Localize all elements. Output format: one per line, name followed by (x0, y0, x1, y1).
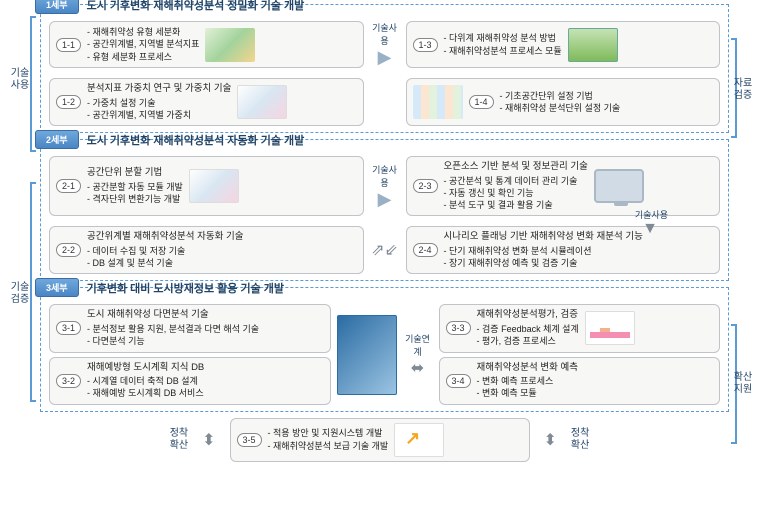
card-2-2-num: 2-2 (56, 243, 81, 257)
section-3-row-1: 3-1 도시 재해취약성 다면분석 기술 - 분석정보 활용 지원, 분석결과 … (49, 304, 720, 404)
section-1-title: 도시 기후변화 재해취약성분석 정밀화 기술 개발 (87, 0, 305, 13)
section-2-badge: 2세부 (35, 130, 79, 149)
section-3-badge: 3세부 (35, 278, 79, 297)
card-2-2-text: 공간위계별 재해취약성분석 자동화 기술 - 데이터 수집 및 저장 기술 - … (87, 231, 244, 269)
card-3-5: 3-5 - 적용 방안 및 지원시스템 개발 - 재해취약성분석 보급 기술 개… (230, 418, 530, 462)
side-label-spread: 확산 지원 (731, 372, 755, 396)
footer-left-label: 정착 확산 (170, 428, 188, 452)
card-3-1: 3-1 도시 재해취약성 다면분석 기술 - 분석정보 활용 지원, 분석결과 … (49, 304, 331, 352)
card-2-3-thumb (594, 169, 644, 203)
arrow-2-down: ▼ (642, 220, 658, 238)
card-3-4: 3-4 재해취약성분석 변화 예측 - 변화 예측 프로세스 - 변화 예측 모… (439, 357, 721, 405)
side-label-tech-verify: 기술 검증 (8, 282, 32, 306)
card-2-4: 2-4 시나리오 플래닝 기반 재해취약성 변화 재분석 기능 - 단기 재해취… (406, 226, 721, 274)
card-3-3-num: 3-3 (446, 321, 471, 335)
card-2-3-num: 2-3 (413, 179, 438, 193)
card-1-3-text: - 다위계 재해취약성 분석 방법 - 재해취약성분석 프로세스 모듈 (444, 32, 562, 56)
section-2-row-2: 2-2 공간위계별 재해취약성분석 자동화 기술 - 데이터 수집 및 저장 기… (49, 226, 720, 274)
section-1-row-1: 1-1 - 재해취약성 유형 세분화 - 공간위계별, 지역별 분석지표 - 유… (49, 21, 720, 68)
arrow-1-right: 기술사용 ▶ (370, 21, 400, 68)
card-3-5-text: - 적용 방안 및 지원시스템 개발 - 재해취약성분석 보급 기술 개발 (268, 427, 389, 451)
card-1-1-thumb (205, 28, 255, 62)
section-2: 2세부 도시 기후변화 재해취약성분석 자동화 기술 개발 2-1 공간단위 분… (40, 139, 729, 281)
card-1-1-text: - 재해취약성 유형 세분화 - 공간위계별, 지역별 분석지표 - 유형 세분… (87, 26, 199, 62)
side-label-tech-use: 기술 사용 (8, 68, 32, 92)
card-1-2: 1-2 분석지표 가중치 연구 및 가중치 기술 - 가중치 설정 기술 - 공… (49, 78, 364, 126)
side-label-data-verify: 자료 검증 (731, 78, 755, 102)
section-2-row-1: 2-1 공간단위 분할 기법 - 공간분할 자동 모듈 개발 - 격자단위 변환… (49, 156, 720, 216)
footer-arrow-left: ⬍ (202, 430, 215, 450)
card-3-2-text: 재해예방형 도시계획 지식 DB - 시계열 데이터 축적 DB 설계 - 재해… (87, 362, 204, 400)
arrow-3-link: 기술연계 ⬌ (403, 304, 433, 404)
card-3-1-num: 3-1 (56, 321, 81, 335)
card-3-4-text: 재해취약성분석 변화 예측 - 변화 예측 프로세스 - 변화 예측 모듈 (477, 362, 578, 400)
card-3-3: 3-3 재해취약성분석평가, 검증 - 검증 Feedback 체계 설계 - … (439, 304, 721, 352)
card-1-1-num: 1-1 (56, 38, 81, 52)
card-1-2-num: 1-2 (56, 95, 81, 109)
section-3: 3세부 기후변화 대비 도시방재정보 활용 기술 개발 3-1 도시 재해취약성… (40, 287, 729, 411)
card-1-4-num: 1-4 (469, 95, 494, 109)
section-1-row-2: 1-2 분석지표 가중치 연구 및 가중치 기술 - 가중치 설정 기술 - 공… (49, 78, 720, 126)
card-1-2-text: 분석지표 가중치 연구 및 가중치 기술 - 가중치 설정 기술 - 공간위계별… (87, 83, 231, 121)
card-3-3-text: 재해취약성분석평가, 검증 - 검증 Feedback 체계 설계 - 평가, … (477, 309, 579, 347)
card-1-4-text: - 기초공간단위 설정 기법 - 재해취약성 분석단위 설정 기술 (500, 90, 621, 114)
section-1-badge: 1세부 (35, 0, 79, 14)
card-2-3: 2-3 오픈소스 기반 분석 및 정보관리 기술 - 공간분석 및 통계 데이터… (406, 156, 721, 216)
card-2-4-num: 2-4 (413, 243, 438, 257)
card-2-2: 2-2 공간위계별 재해취약성분석 자동화 기술 - 데이터 수집 및 저장 기… (49, 226, 364, 274)
section-2-header: 2세부 도시 기후변화 재해취약성분석 자동화 기술 개발 (35, 130, 304, 149)
section-2-title: 도시 기후변화 재해취약성분석 자동화 기술 개발 (87, 132, 305, 148)
footer-right-label: 정착 확산 (571, 428, 589, 452)
card-1-2-thumb (237, 85, 287, 119)
footer-row: 정착 확산 ⬍ 3-5 - 적용 방안 및 지원시스템 개발 - 재해취약성분석… (40, 418, 719, 462)
card-1-1: 1-1 - 재해취약성 유형 세분화 - 공간위계별, 지역별 분석지표 - 유… (49, 21, 364, 68)
card-2-1-text: 공간단위 분할 기법 - 공간분할 자동 모듈 개발 - 격자단위 변환기능 개… (87, 167, 183, 205)
card-3-2: 3-2 재해예방형 도시계획 지식 DB - 시계열 데이터 축적 DB 설계 … (49, 357, 331, 405)
card-3-5-thumb (394, 423, 444, 457)
card-1-3: 1-3 - 다위계 재해취약성 분석 방법 - 재해취약성분석 프로세스 모듈 (406, 21, 721, 68)
card-2-1: 2-1 공간단위 분할 기법 - 공간분할 자동 모듈 개발 - 격자단위 변환… (49, 156, 364, 216)
card-1-4-thumb (413, 85, 463, 119)
arrow-2-cross: ⇗⇙ (370, 226, 400, 274)
spacer-1 (370, 78, 400, 126)
card-3-2-num: 3-2 (56, 374, 81, 388)
card-2-3-text: 오픈소스 기반 분석 및 정보관리 기술 - 공간분석 및 통계 데이터 관리 … (444, 161, 588, 211)
card-1-3-num: 1-3 (413, 38, 438, 52)
card-2-1-num: 2-1 (56, 179, 81, 193)
card-1-4: 1-4 - 기초공간단위 설정 기법 - 재해취약성 분석단위 설정 기술 (406, 78, 721, 126)
card-1-3-thumb (568, 28, 618, 62)
section-3-header: 3세부 기후변화 대비 도시방재정보 활용 기술 개발 (35, 278, 284, 297)
section-1-header: 1세부 도시 기후변화 재해취약성분석 정밀화 기술 개발 (35, 0, 304, 14)
card-2-4-text: 시나리오 플래닝 기반 재해취약성 변화 재분석 기능 - 단기 재해취약성 변… (444, 231, 643, 269)
card-2-1-thumb (189, 169, 239, 203)
footer-arrow-right: ⬍ (544, 430, 557, 450)
card-3-4-num: 3-4 (446, 374, 471, 388)
card-3-1-text: 도시 재해취약성 다면분석 기술 - 분석정보 활용 지원, 분석결과 다면 해… (87, 309, 259, 347)
card-3-left-thumb (337, 315, 397, 395)
card-3-3-thumb (585, 311, 635, 345)
card-3-5-num: 3-5 (237, 433, 262, 447)
section-1: 1세부 도시 기후변화 재해취약성분석 정밀화 기술 개발 1-1 - 재해취약… (40, 4, 729, 133)
arrow-2-right: 기술사용 ▶ (370, 156, 400, 216)
section-3-title: 기후변화 대비 도시방재정보 활용 기술 개발 (87, 280, 284, 296)
